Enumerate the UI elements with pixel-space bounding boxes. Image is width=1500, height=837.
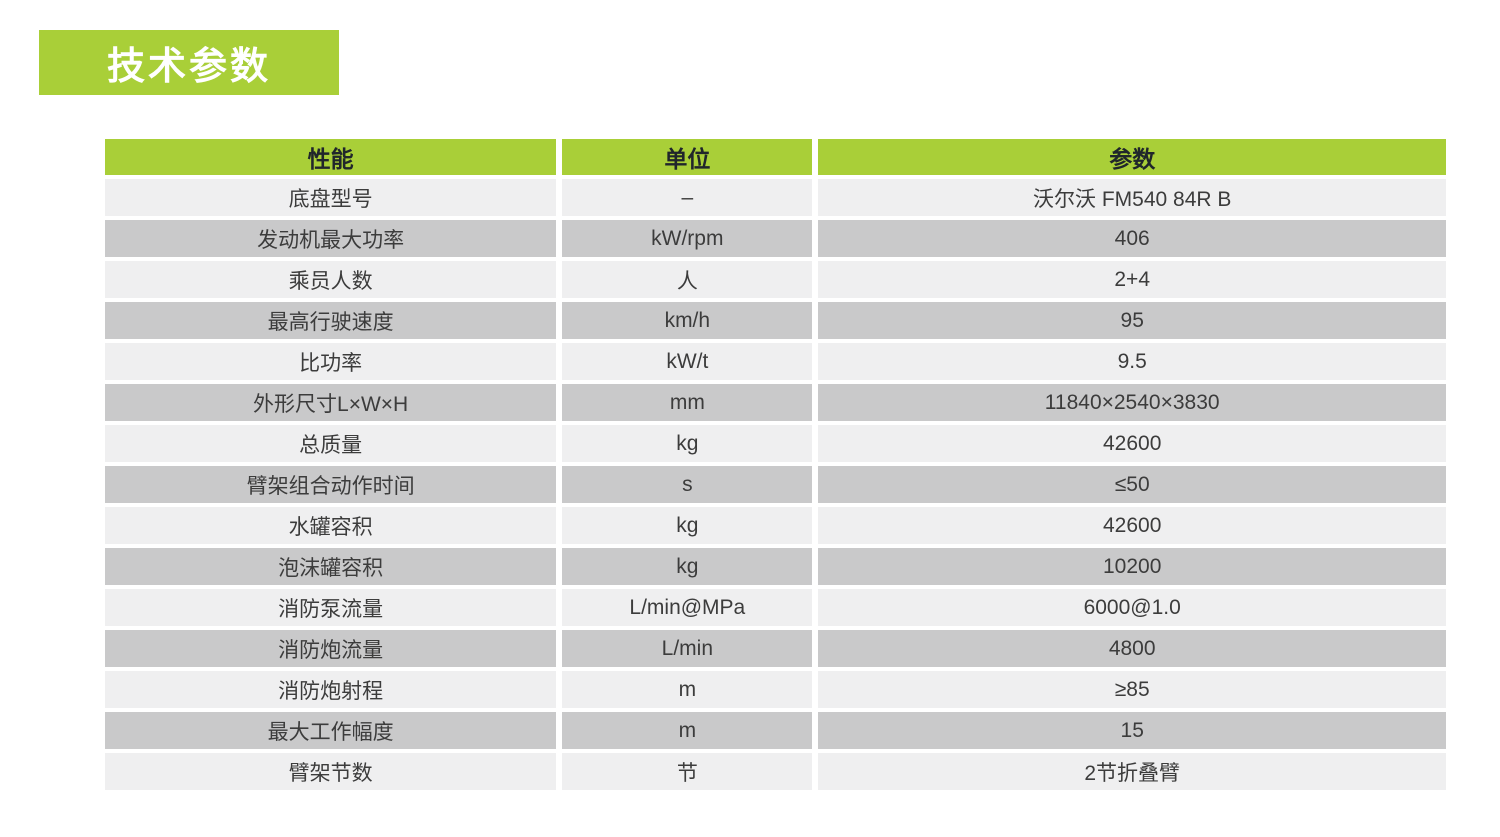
property-cell: 外形尺寸L×W×H	[105, 384, 563, 425]
value-cell: 42600	[818, 507, 1446, 548]
property-cell: 消防炮流量	[105, 630, 563, 671]
section-title: 技术参数	[106, 46, 271, 88]
spec-table-container: 性能 单位 参数 底盘型号 – 沃尔沃 FM540 84R B 发动机最大功率 …	[105, 139, 1446, 794]
section-title-badge: 技术参数	[39, 30, 339, 95]
value-cell: ≤50	[818, 466, 1446, 507]
property-cell: 比功率	[105, 343, 563, 384]
property-cell: 水罐容积	[105, 507, 563, 548]
table-row: 乘员人数 人 2+4	[105, 261, 1446, 302]
value-cell: ≥85	[818, 671, 1446, 712]
spec-table-body: 底盘型号 – 沃尔沃 FM540 84R B 发动机最大功率 kW/rpm 40…	[105, 179, 1446, 794]
table-row: 消防炮流量 L/min 4800	[105, 630, 1446, 671]
unit-cell: m	[562, 712, 819, 753]
table-row: 总质量 kg 42600	[105, 425, 1446, 466]
spec-table: 性能 单位 参数 底盘型号 – 沃尔沃 FM540 84R B 发动机最大功率 …	[105, 139, 1446, 794]
unit-cell: –	[562, 179, 819, 220]
table-row: 泡沫罐容积 kg 10200	[105, 548, 1446, 589]
table-row: 外形尺寸L×W×H mm 11840×2540×3830	[105, 384, 1446, 425]
property-cell: 最大工作幅度	[105, 712, 563, 753]
property-cell: 臂架组合动作时间	[105, 466, 563, 507]
table-row: 消防泵流量 L/min@MPa 6000@1.0	[105, 589, 1446, 630]
unit-cell: L/min	[562, 630, 819, 671]
table-row: 最大工作幅度 m 15	[105, 712, 1446, 753]
property-cell: 臂架节数	[105, 753, 563, 794]
value-cell: 10200	[818, 548, 1446, 589]
unit-cell: m	[562, 671, 819, 712]
value-cell: 沃尔沃 FM540 84R B	[818, 179, 1446, 220]
table-row: 消防炮射程 m ≥85	[105, 671, 1446, 712]
table-row: 最高行驶速度 km/h 95	[105, 302, 1446, 343]
unit-cell: kg	[562, 425, 819, 466]
property-cell: 乘员人数	[105, 261, 563, 302]
value-cell: 15	[818, 712, 1446, 753]
value-cell: 42600	[818, 425, 1446, 466]
table-row: 比功率 kW/t 9.5	[105, 343, 1446, 384]
header-row: 性能 单位 参数	[105, 139, 1446, 179]
unit-cell: L/min@MPa	[562, 589, 819, 630]
property-cell: 消防炮射程	[105, 671, 563, 712]
header-cell-unit: 单位	[562, 139, 819, 179]
value-cell: 6000@1.0	[818, 589, 1446, 630]
table-row: 水罐容积 kg 42600	[105, 507, 1446, 548]
unit-cell: kg	[562, 507, 819, 548]
unit-cell: kW/t	[562, 343, 819, 384]
property-cell: 最高行驶速度	[105, 302, 563, 343]
value-cell: 4800	[818, 630, 1446, 671]
unit-cell: 节	[562, 753, 819, 794]
unit-cell: mm	[562, 384, 819, 425]
unit-cell: 人	[562, 261, 819, 302]
property-cell: 泡沫罐容积	[105, 548, 563, 589]
value-cell: 9.5	[818, 343, 1446, 384]
unit-cell: km/h	[562, 302, 819, 343]
spec-table-header: 性能 单位 参数	[105, 139, 1446, 179]
unit-cell: kg	[562, 548, 819, 589]
unit-cell: kW/rpm	[562, 220, 819, 261]
value-cell: 95	[818, 302, 1446, 343]
table-row: 底盘型号 – 沃尔沃 FM540 84R B	[105, 179, 1446, 220]
value-cell: 2节折叠臂	[818, 753, 1446, 794]
value-cell: 11840×2540×3830	[818, 384, 1446, 425]
value-cell: 406	[818, 220, 1446, 261]
table-row: 臂架节数 节 2节折叠臂	[105, 753, 1446, 794]
table-row: 发动机最大功率 kW/rpm 406	[105, 220, 1446, 261]
property-cell: 消防泵流量	[105, 589, 563, 630]
property-cell: 发动机最大功率	[105, 220, 563, 261]
header-cell-property: 性能	[105, 139, 563, 179]
property-cell: 总质量	[105, 425, 563, 466]
property-cell: 底盘型号	[105, 179, 563, 220]
header-cell-value: 参数	[818, 139, 1446, 179]
table-row: 臂架组合动作时间 s ≤50	[105, 466, 1446, 507]
unit-cell: s	[562, 466, 819, 507]
value-cell: 2+4	[818, 261, 1446, 302]
